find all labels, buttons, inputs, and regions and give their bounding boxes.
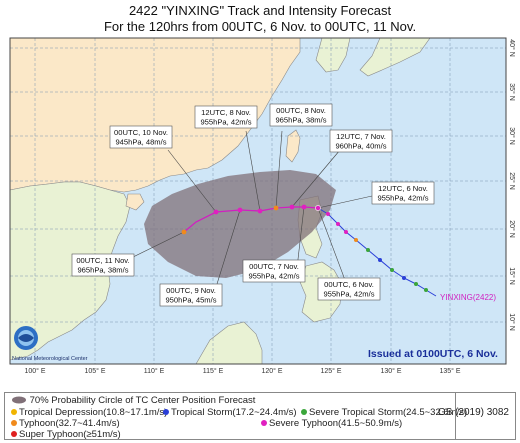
leader-lines: [126, 130, 373, 285]
legend-severe-typhoon: Severe Typhoon(41.5~50.9m/s): [261, 418, 402, 429]
legend-tropical-storm: Tropical Storm(17.2~24.4m/s): [163, 407, 297, 418]
forecast-callout-text: 00UTC, 9 Nov.: [166, 286, 216, 295]
latitude-label: 10° N: [508, 313, 516, 331]
forecast-callout-text: 955hPa, 42m/s: [248, 272, 299, 281]
forecast-callout-text: 955hPa, 42m/s: [377, 194, 428, 203]
forecast-callout-box: [317, 277, 381, 301]
legend: 70% Probability Circle of TC Center Posi…: [4, 392, 516, 440]
nmc-logo: [14, 326, 38, 350]
forecast-callout-box: [71, 253, 135, 277]
forecast-callout-text: 955hPa, 42m/s: [200, 118, 251, 127]
forecast-callout-text: 960hPa, 40m/s: [335, 142, 386, 151]
land-borneo: [195, 321, 263, 364]
latitude-label: 35° N: [508, 83, 516, 101]
observed-points: [326, 212, 428, 292]
legend-super-typhoon: Super Typhoon(≥51m/s): [11, 429, 121, 440]
forecast-callout-text: 12UTC, 8 Nov.: [201, 108, 251, 117]
land-hainan: [125, 193, 145, 211]
forecast-callout-text: 00UTC, 6 Nov.: [324, 280, 374, 289]
forecast-callout-box: [242, 259, 306, 283]
land-korea: [315, 38, 351, 73]
land-japan: [359, 38, 431, 77]
forecast-callout-text: 945hPa, 48m/s: [115, 138, 166, 147]
latitude-label: 30° N: [508, 127, 516, 145]
latitude-label: 15° N: [508, 267, 516, 285]
gs-code: GS (2019) 3082: [437, 407, 509, 418]
probability-cone: [144, 170, 336, 278]
forecast-callout-text: 00UTC, 11 Nov.: [76, 256, 129, 265]
forecast-callout-text: 12UTC, 6 Nov.: [378, 184, 428, 193]
forecast-callout-text: 00UTC, 7 Nov.: [249, 262, 299, 271]
forecast-callout-box: [159, 283, 223, 307]
map-title: 2422 "YINXING" Track and Intensity Forec…: [128, 3, 392, 18]
forecast-callout-text: 950hPa, 45m/s: [165, 296, 216, 305]
forecast-callout-text: 965hPa, 38m/s: [275, 116, 326, 125]
agency-name: National Meteorological Center: [12, 356, 88, 362]
longitude-label: 115° E: [203, 367, 224, 375]
issued-time: Issued at 0100UTC, 6 Nov.: [368, 348, 498, 360]
forecast-markers: [181, 204, 321, 235]
land-taiwan: [285, 129, 301, 163]
storm-name-label: YINXING(2422): [440, 293, 496, 302]
forecast-callout-text: 00UTC, 10 Nov.: [114, 128, 168, 137]
map-subtitle: For the 120hrs from 00UTC, 6 Nov. to 00U…: [103, 19, 417, 34]
forecast-callout-text: 12UTC, 7 Nov.: [336, 132, 386, 141]
forecast-callout-box: [371, 181, 435, 205]
legend-severe-tropical-storm: Severe Tropical Storm(24.5~32.6m/s): [301, 407, 467, 418]
legend-typhoon: Typhoon(32.7~41.4m/s): [11, 418, 120, 429]
longitude-label: 125° E: [320, 367, 341, 375]
forecast-callout-box: [109, 125, 173, 149]
legend-probability-label: 70% Probability Circle of TC Center Posi…: [29, 395, 256, 406]
longitude-label: 130° E: [380, 367, 401, 375]
forecast-callout-text: 00UTC, 8 Nov.: [276, 106, 326, 115]
latitude-label: 20° N: [508, 220, 516, 238]
legend-tropical-depression: Tropical Depression(10.8~17.1m/s): [11, 407, 167, 418]
longitude-label: 105° E: [84, 367, 105, 375]
forecast-callout-box: [194, 105, 258, 129]
longitude-label: 110° E: [144, 367, 165, 375]
forecast-callout-text: 955hPa, 42m/s: [323, 290, 374, 299]
longitude-label: 135° E: [439, 367, 460, 375]
latitude-label: 40° N: [508, 39, 516, 57]
longitude-label: 120° E: [261, 367, 282, 375]
longitude-label: 100° E: [24, 367, 45, 375]
forecast-callout-text: 965hPa, 38m/s: [77, 266, 128, 275]
forecast-callout-box: [329, 129, 393, 153]
latitude-label: 25° N: [508, 172, 516, 190]
probability-circle-swatch: [12, 396, 26, 404]
forecast-callout-box: [269, 103, 333, 127]
